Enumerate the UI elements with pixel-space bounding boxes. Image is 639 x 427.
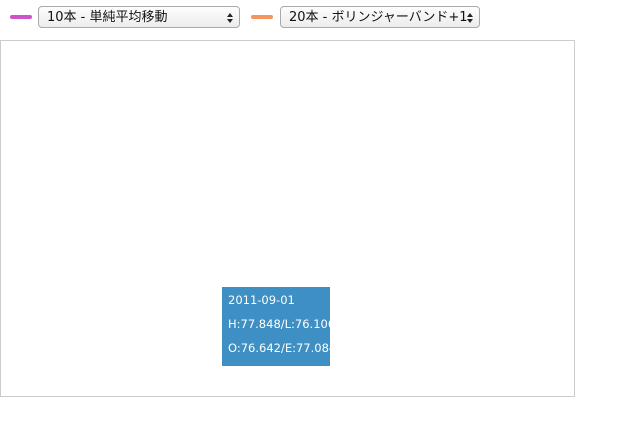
select-arrow <box>227 13 233 23</box>
tooltip-line: H:77.848/L:76.106 <box>228 317 336 331</box>
legend-swatch <box>10 15 32 19</box>
select-label: 20本 - ボリンジャーバンド+1 <box>289 10 468 25</box>
tooltip-line: O:76.642/E:77.084 <box>228 341 337 355</box>
select-arrow <box>467 13 473 23</box>
indicator-select[interactable]: 20本 - ボリンジャーバンド+1 <box>280 6 480 28</box>
tooltip: 2011-09-01 H:77.848/L:76.106 O:76.642/E:… <box>222 287 337 366</box>
legend-swatch <box>251 15 273 19</box>
tooltip-date: 2011-09-01 <box>228 293 295 307</box>
select-label: 10本 - 単純平均移動 <box>47 10 168 25</box>
indicator-select[interactable]: 10本 - 単純平均移動 <box>38 6 240 28</box>
